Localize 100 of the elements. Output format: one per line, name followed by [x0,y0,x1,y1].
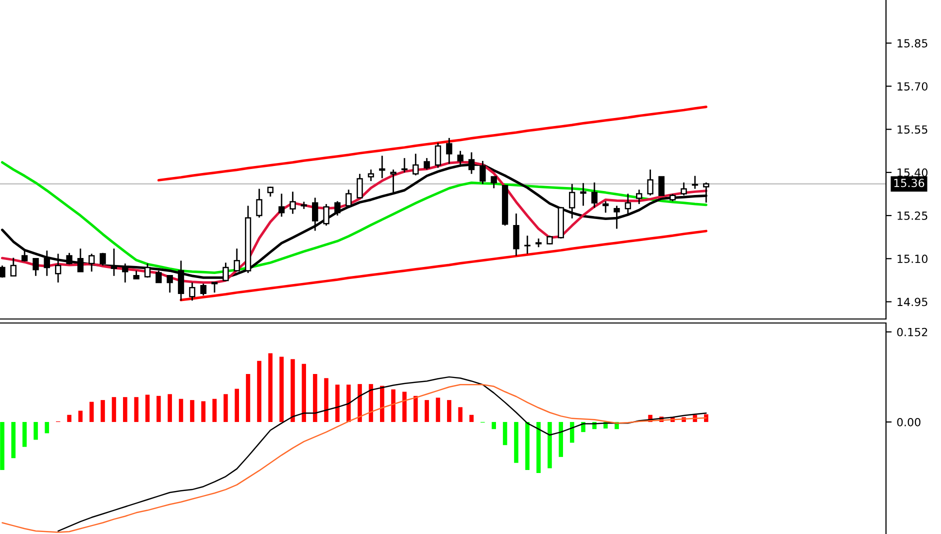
bar [380,386,384,422]
candlestick [0,264,6,278]
candlestick [412,153,419,176]
y-tick-label: 0.00 [897,418,920,426]
ref-line-label: 15.36 [894,178,924,188]
candlestick [88,253,95,272]
bar [469,414,474,422]
y-tick-label: 15.70 [898,82,928,91]
candlestick [334,200,341,216]
candlestick [446,137,452,165]
bar [558,422,564,457]
candlestick [490,176,497,189]
line-series [157,106,708,182]
candlestick [100,252,106,266]
bar [44,422,50,434]
candlestick [524,234,530,254]
candlestick [211,282,218,294]
bar [548,422,552,468]
candlestick [602,200,609,214]
bar [246,374,250,422]
y-tick-label: 14.95 [898,298,928,306]
bar [34,422,38,440]
candlestick [200,282,206,296]
y-tick-label: 15.85 [898,39,928,48]
candlestick [647,168,654,196]
bar [257,360,262,422]
candlestick [323,203,330,226]
bar [100,400,105,422]
candlestick [379,155,386,179]
bar [536,422,541,473]
candlestick [614,205,620,230]
bar [324,378,328,422]
candlestick [624,193,632,216]
y-tick-label: 15.40 [898,168,928,177]
bar [168,394,172,422]
candlestick [234,248,240,272]
candlestick [591,182,598,208]
bar [145,394,150,422]
bar [134,397,138,422]
bar [302,364,306,422]
bar [123,397,128,422]
bar [268,353,273,422]
candlestick [166,274,173,294]
bar [312,374,318,422]
candlestick [278,193,285,218]
candlestick [256,188,262,218]
bar [436,398,440,422]
candlestick [568,183,576,220]
bar [0,422,4,470]
bar [212,398,217,422]
candlestick [32,258,39,277]
candlestick [77,248,84,272]
candlestick [680,182,687,196]
candlestick [312,197,318,232]
bar [279,356,284,422]
bar [234,388,239,422]
candlestick [434,142,442,169]
y-tick-label: 15.25 [898,212,928,220]
bar [447,400,452,422]
candlestick [692,175,698,190]
bar [178,398,184,422]
bar [201,401,206,422]
bar [156,396,161,422]
bar [22,422,27,447]
bar [525,422,530,470]
candlestick [10,257,16,278]
bar [90,402,94,422]
candlestick [424,157,430,170]
bar [112,397,116,422]
line-series [180,230,708,302]
candlestick [356,173,363,199]
candlestick [290,190,296,215]
candlestick [513,212,520,256]
candlestick [390,168,396,194]
bar [514,422,518,463]
bar [67,414,72,422]
bar [424,400,429,422]
bar [391,389,396,422]
bar [502,422,508,446]
bar [492,422,496,430]
bar [458,407,462,422]
candlestick [636,188,642,205]
bar [224,394,228,422]
bar [414,396,418,422]
bar [78,410,83,422]
bar [335,384,340,422]
candlestick [66,252,72,266]
candlestick [401,157,408,174]
bar [190,400,194,422]
bar [290,359,295,422]
candlestick [346,188,352,208]
y-tick-label: 0.152 [897,328,928,336]
candlestick [368,168,374,182]
candlestick [580,182,586,206]
bar [11,422,16,458]
bar [358,384,362,422]
y-tick-label: 15.10 [898,254,928,264]
y-tick-label: 15.55 [898,125,928,134]
candlestick [658,176,665,196]
bar [704,414,708,422]
